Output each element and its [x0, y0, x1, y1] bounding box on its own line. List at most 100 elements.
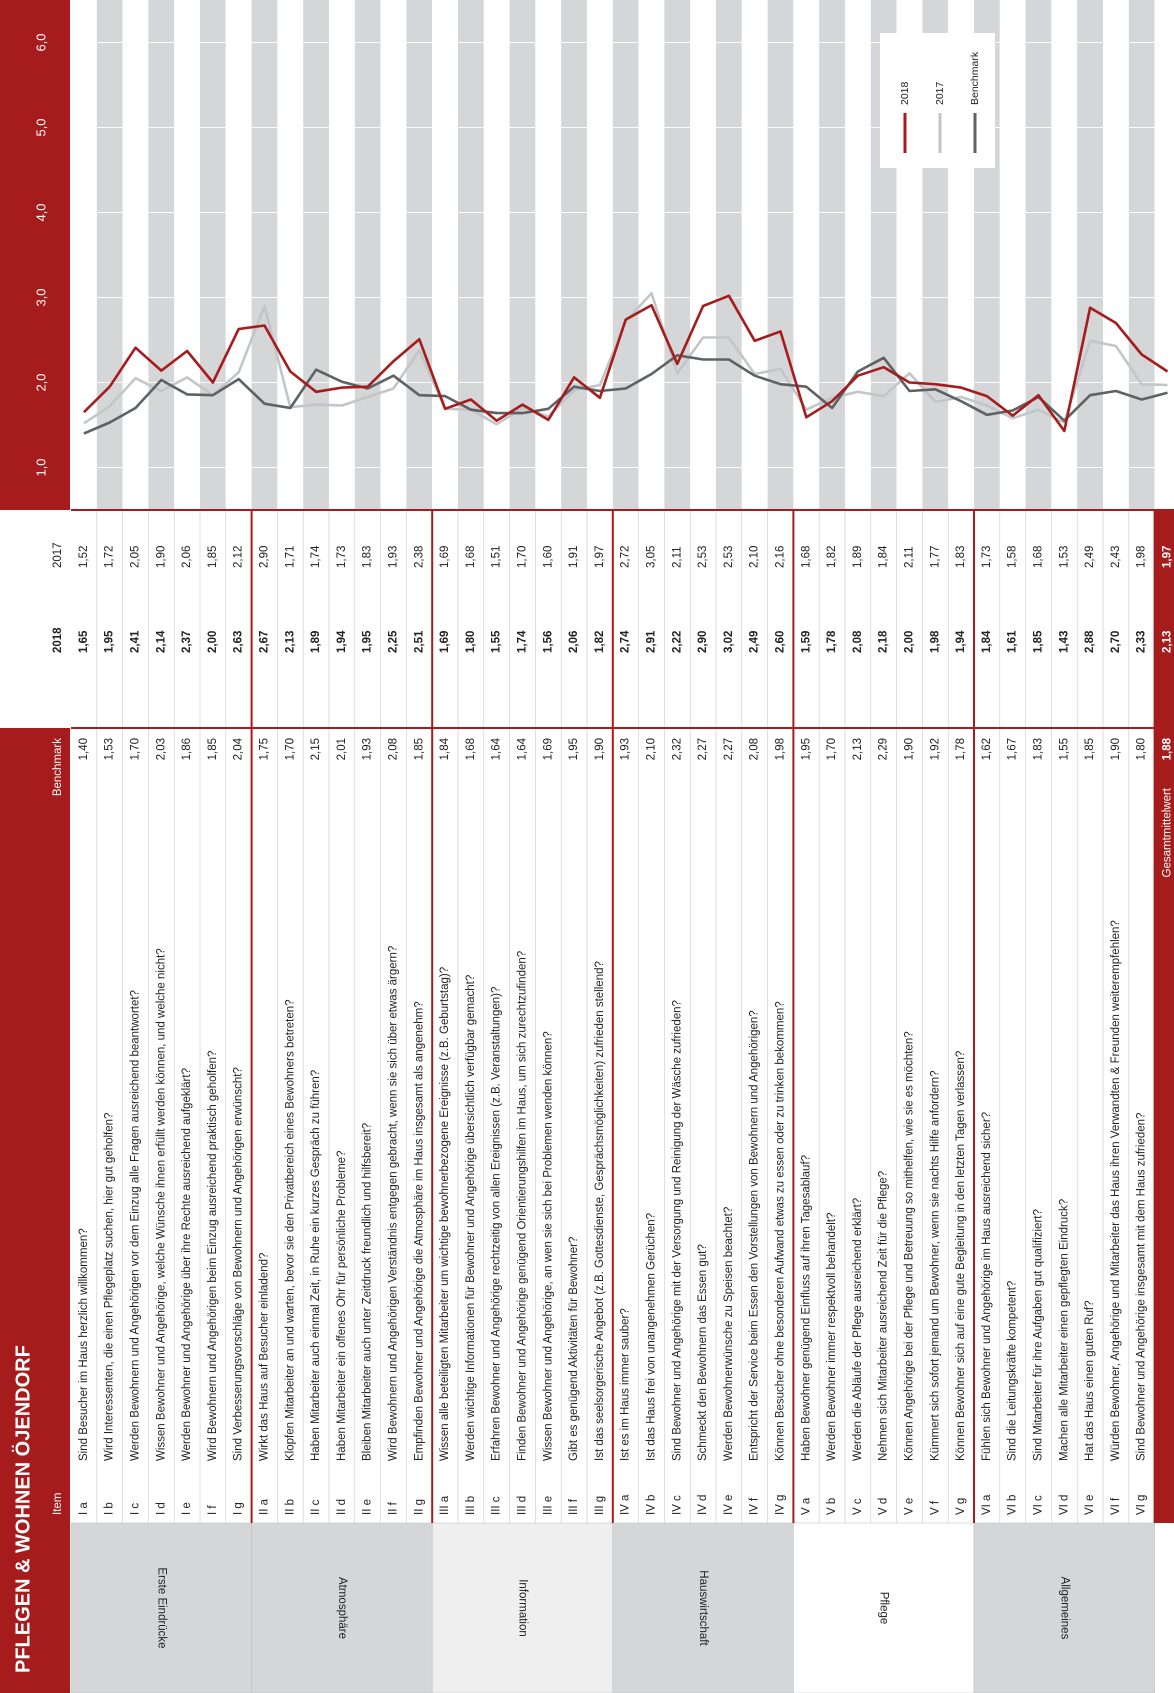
question: Ist es im Haus immer sauber?	[620, 1308, 632, 1461]
benchmark-value: 1,93	[620, 738, 632, 760]
item-code: V f	[929, 1500, 941, 1515]
row-stripe	[767, 0, 794, 510]
question: Bleiben Mitarbeiter auch unter Zeitdruck…	[362, 1123, 374, 1461]
row-stripe	[380, 0, 407, 510]
value-2018: 1,43	[1058, 631, 1070, 653]
item-code: III a	[439, 1495, 451, 1515]
benchmark-value: 1,75	[259, 738, 271, 760]
item-code: III b	[465, 1496, 477, 1515]
section-label: Information	[516, 1579, 528, 1637]
value-2017: 2,05	[130, 546, 142, 568]
question: Schmeckt den Bewohnern das Essen gut?	[697, 1244, 709, 1461]
legend-label: 2018	[899, 81, 911, 105]
row-stripe	[1025, 0, 1052, 510]
question: Kümmert sich sofort jemand um Bewohner, …	[929, 1070, 941, 1461]
benchmark-value: 1,69	[542, 738, 554, 760]
year-header: 2018	[52, 627, 64, 653]
item-code: I c	[130, 1503, 142, 1515]
benchmark-value: 1,92	[929, 738, 941, 760]
benchmark-value: 1,68	[465, 738, 477, 760]
value-2018: 1,80	[465, 631, 477, 653]
question: Würden Bewohner, Angehörige und Mitarbei…	[1110, 920, 1122, 1461]
value-2017: 1,91	[568, 546, 580, 568]
benchmark-value: 2,29	[878, 738, 890, 760]
value-2018: 1,61	[1007, 630, 1019, 653]
benchmark-value: 1,83	[1033, 738, 1045, 760]
question: Werden Bewohnerwünsche zu Speisen beacht…	[723, 1207, 735, 1461]
value-2017: 2,11	[671, 546, 683, 568]
value-2017: 1,53	[1058, 546, 1070, 568]
total-band	[1154, 510, 1174, 1523]
question: Wissen Bewohner und Angehörige, an wen s…	[542, 1031, 554, 1461]
item-code: IV c	[671, 1495, 683, 1515]
question: Werden Bewohnern und Angehörigen vor dem…	[130, 990, 142, 1461]
benchmark-value: 2,27	[697, 738, 709, 760]
value-2018: 1,78	[826, 630, 838, 653]
value-2018: 2,91	[646, 630, 658, 653]
item-code: VI g	[1136, 1495, 1148, 1515]
value-2018: 2,88	[1084, 630, 1096, 653]
row-stripe	[1128, 0, 1155, 510]
value-2017: 2,72	[620, 546, 632, 568]
question: Werden die Abläufe der Pflege ausreichen…	[852, 1198, 864, 1461]
question: Wird Bewohnern und Angehörigen Verständn…	[388, 946, 400, 1461]
tick-label: 2,0	[33, 373, 48, 391]
row-stripe	[329, 0, 355, 510]
value-2017: 1,83	[362, 546, 374, 568]
row-stripe	[1077, 0, 1103, 510]
value-2017: 1,97	[594, 546, 606, 568]
benchmark-value: 2,08	[388, 738, 400, 760]
benchmark-value: 1,90	[1110, 738, 1122, 760]
value-2018: 2,14	[155, 630, 167, 653]
row-stripe	[303, 0, 330, 510]
value-2018: 2,51	[413, 630, 425, 653]
item-code: III f	[568, 1498, 580, 1515]
value-2017: 1,69	[439, 546, 451, 568]
question: Können Angehörige bei der Pflege und Bet…	[904, 1031, 916, 1461]
value-2018: 2,67	[259, 631, 271, 653]
benchmark-value: 2,13	[852, 738, 864, 760]
value-2018: 1,56	[542, 631, 554, 653]
benchmark-value: 1,98	[775, 738, 787, 760]
value-2018: 2,13	[1162, 631, 1174, 653]
item-code: III g	[594, 1496, 606, 1515]
value-2017: 1,82	[826, 546, 838, 568]
value-2018: 2,74	[620, 630, 632, 653]
value-2017: 1,77	[929, 546, 941, 568]
question: Haben Mitarbeiter ein offenes Ohr für pe…	[336, 1151, 348, 1461]
item-code: VI d	[1058, 1495, 1070, 1515]
year-header: 2017	[52, 542, 64, 568]
value-2017: 2,49	[1084, 546, 1096, 568]
value-2018: 1,94	[336, 630, 348, 653]
question: Haben Bewohner genügend Einfluss auf ihr…	[800, 1155, 812, 1461]
question: Sind die Leitungskräfte kompetent?	[1007, 1281, 1019, 1461]
title: PFLEGEN & WOHNEN ÖJENDORF	[11, 1345, 34, 1673]
value-2017: 1,74	[310, 545, 322, 568]
benchmark-value: 2,27	[723, 738, 735, 760]
question: Entspricht der Service beim Essen den Vo…	[749, 1010, 761, 1461]
value-2017: 1,52	[78, 546, 90, 568]
value-2018: 2,37	[181, 631, 193, 653]
value-2018: 2,70	[1110, 631, 1122, 653]
value-2018: 3,02	[723, 631, 735, 653]
item-code: I e	[181, 1502, 193, 1515]
value-2017: 1,73	[981, 546, 993, 568]
item-code: III c	[491, 1496, 503, 1515]
value-2017: 1,85	[207, 546, 219, 568]
item-code: III d	[517, 1496, 529, 1515]
benchmark-value: 1,93	[362, 738, 374, 760]
value-2017: 1,71	[284, 546, 296, 568]
item-code: V a	[800, 1497, 812, 1515]
benchmark-value: 2,32	[671, 738, 683, 760]
value-2018: 2,00	[904, 631, 916, 653]
row-stripe	[96, 0, 123, 510]
row-stripe	[561, 0, 588, 510]
value-2018: 1,94	[955, 630, 967, 653]
benchmark-value: 1,90	[904, 738, 916, 760]
value-2017: 1,68	[465, 546, 477, 568]
value-2017: 1,89	[852, 546, 864, 568]
item-code: II c	[310, 1499, 322, 1515]
value-2018: 2,25	[388, 630, 400, 653]
total-label: Gesamtmittelwert	[1162, 787, 1174, 877]
row-stripe	[277, 0, 304, 510]
